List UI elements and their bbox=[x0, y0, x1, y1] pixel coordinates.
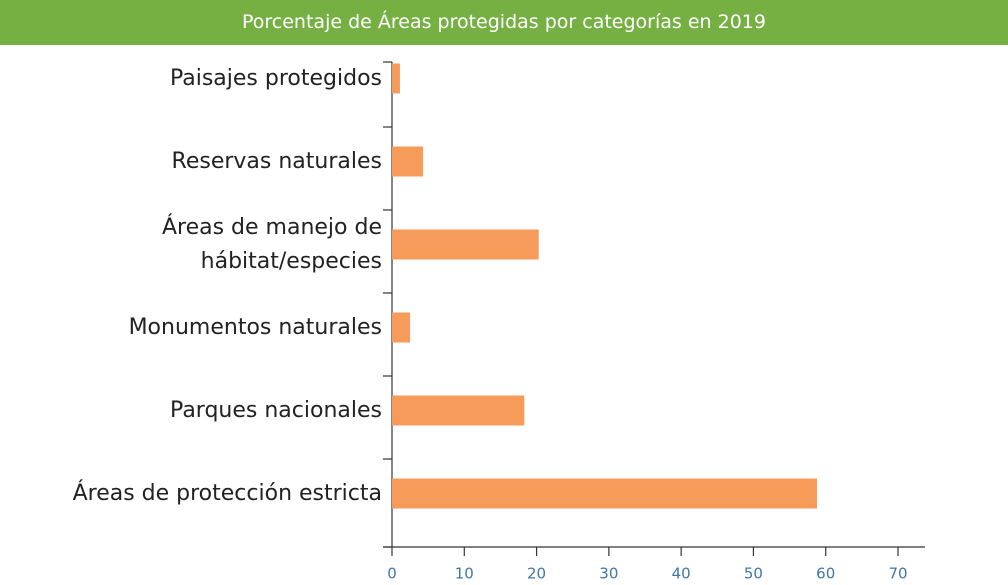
x-tick-label: 0 bbox=[387, 565, 397, 583]
y-tick-label: Parques nacionales bbox=[170, 397, 382, 423]
bar bbox=[392, 229, 539, 260]
x-tick-label: 60 bbox=[816, 565, 835, 583]
x-tick-label: 20 bbox=[527, 565, 546, 583]
bar bbox=[392, 395, 525, 426]
x-tick-label: 10 bbox=[455, 565, 474, 583]
x-tick-label: 40 bbox=[672, 565, 691, 583]
y-tick-label: Reservas naturales bbox=[171, 148, 382, 174]
bar bbox=[392, 63, 400, 94]
y-tick-label: Áreas de protección estricta bbox=[72, 480, 382, 506]
x-tick-label: 30 bbox=[599, 565, 618, 583]
x-tick-label: 50 bbox=[744, 565, 763, 583]
y-tick-label: Monumentos naturales bbox=[128, 314, 382, 340]
x-tick-label: 70 bbox=[888, 565, 907, 583]
chart-title: Porcentaje de Áreas protegidas por categ… bbox=[0, 0, 1008, 45]
y-tick-label: Áreas de manejo de hábitat/especies bbox=[161, 214, 382, 274]
y-tick-label: Paisajes protegidos bbox=[169, 65, 382, 91]
bar bbox=[392, 146, 424, 177]
bar bbox=[392, 312, 411, 343]
bar bbox=[392, 478, 818, 509]
